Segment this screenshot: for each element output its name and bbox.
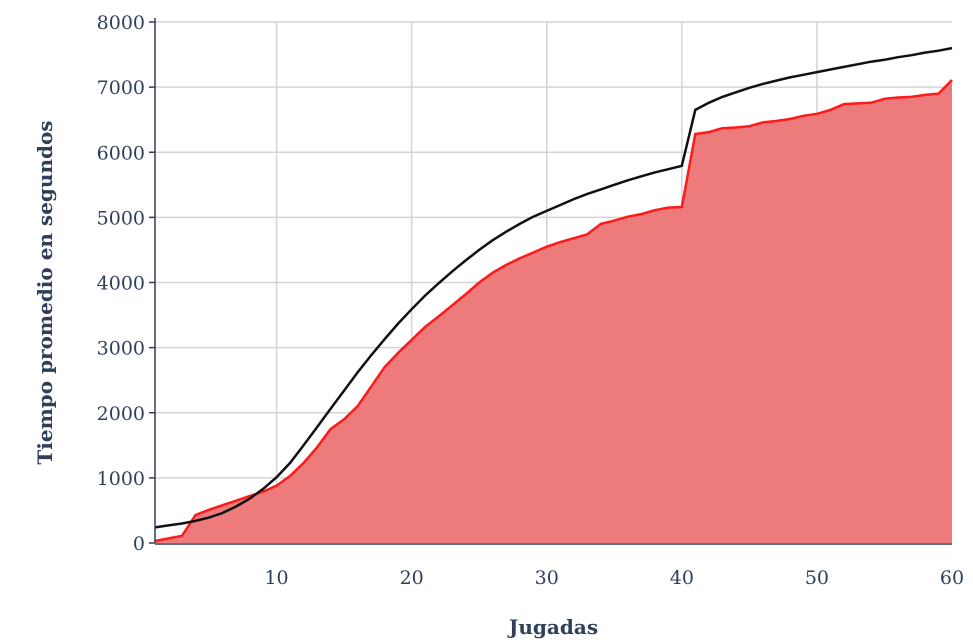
axes (154, 18, 952, 545)
area-series-fill (155, 80, 952, 543)
x-tick-label: 10 (264, 567, 288, 589)
line-series (154, 46, 953, 529)
x-tick-label: 60 (940, 567, 964, 589)
area-series-line (154, 79, 953, 543)
x-tick-label: 20 (400, 567, 424, 589)
y-tick-label: 2000 (97, 403, 145, 425)
x-tick-label: 40 (670, 567, 694, 589)
y-tick-label: 0 (133, 533, 145, 555)
y-tick-label: 8000 (97, 12, 145, 34)
y-tick-label: 1000 (97, 468, 145, 490)
y-tick-label: 7000 (97, 77, 145, 99)
tick-labels: 0 1000 2000 3000 4000 5000 6000 7000 8000 10 20 30 4… (97, 12, 964, 589)
x-axis-title: Jugadas (507, 615, 598, 639)
y-tick-label: 4000 (97, 273, 145, 295)
y-axis-title: Tiempo promedio en segundos (33, 120, 57, 464)
y-tick-label: 6000 (97, 142, 145, 164)
x-tick-label: 30 (535, 567, 559, 589)
y-tick-label: 3000 (97, 338, 145, 360)
x-tick-label: 50 (805, 567, 829, 589)
y-tick-label: 5000 (97, 207, 145, 229)
